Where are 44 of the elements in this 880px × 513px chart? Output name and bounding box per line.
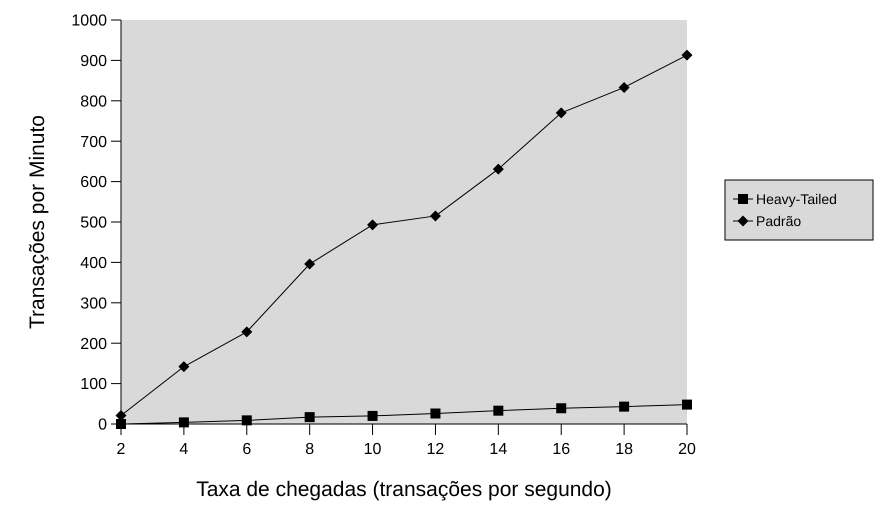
y-tick-label: 700 [80,134,108,151]
point [493,406,504,416]
point [178,417,189,428]
y-tick-label: 900 [80,53,108,70]
x-axis-title: Taxa de chegadas (transações por segundo) [196,478,612,501]
y-tick-label: 1000 [71,12,108,30]
y-tick-label: 300 [80,295,108,312]
legend-label: Padrão [756,212,802,229]
y-tick-label: 800 [80,93,108,110]
point [241,326,252,338]
point [430,408,440,418]
point [178,361,190,372]
point [682,400,692,410]
y-tick-label: 500 [80,214,108,232]
x-tick-label: 12 [426,441,444,458]
point [556,403,566,414]
y-tick-label: 100 [80,376,108,394]
point [619,402,630,412]
x-tick-label: 14 [489,441,508,458]
point [242,415,252,426]
y-tick-label: 200 [80,336,108,353]
x-tick-label: 8 [305,441,314,458]
legend-label: Heavy-Tailed [756,190,837,207]
y-tick-label: 0 [98,416,108,434]
x-tick-label: 2 [116,441,126,458]
x-tick-label: 20 [678,441,696,458]
point [367,219,378,230]
point [304,412,315,422]
point [556,107,567,118]
point [618,82,630,93]
x-tick-label: 18 [615,441,634,458]
x-tick-label: 4 [179,441,188,458]
point [682,50,692,61]
x-tick-label: 16 [552,441,570,458]
point [430,210,441,222]
point [368,410,378,421]
point [492,164,504,175]
x-tick-label: 6 [242,441,252,458]
x-tick-label: 10 [364,441,382,458]
y-axis-title: Transações por Minuto [26,115,49,329]
y-tick-label: 600 [80,174,108,192]
y-tick-label: 400 [80,255,108,272]
point [116,419,126,429]
point [304,258,316,270]
